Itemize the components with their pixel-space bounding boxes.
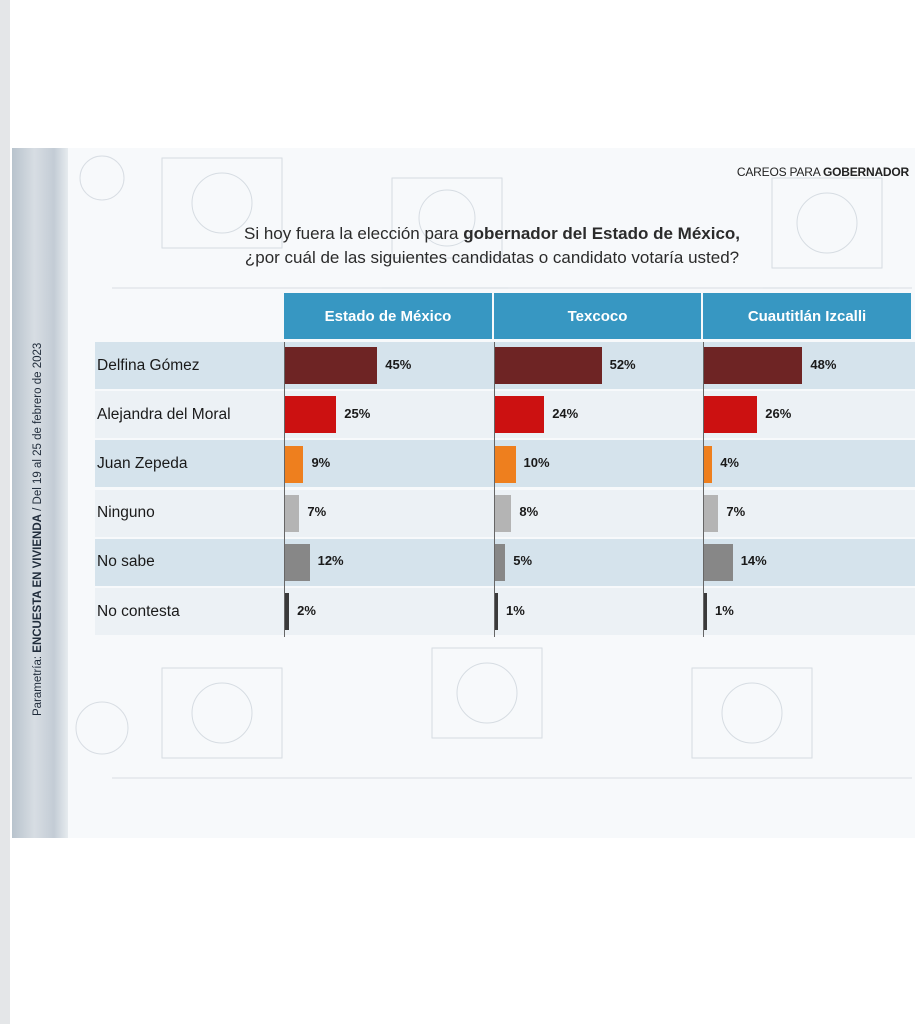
bar-value-label: 10% xyxy=(523,455,550,470)
panel-header: Estado de México xyxy=(284,293,492,339)
category-label: No contesta xyxy=(97,602,180,620)
bar-value-label: 9% xyxy=(311,455,331,470)
bar xyxy=(285,445,304,483)
bar-value-label: 7% xyxy=(726,504,746,520)
bar-value-label: 25% xyxy=(344,405,371,421)
bar xyxy=(704,445,713,483)
section-tag: CAREOS PARA GOBERNADOR xyxy=(737,165,909,179)
bar-value-label: 45% xyxy=(385,356,412,372)
bar xyxy=(704,494,719,532)
panel-axis-line xyxy=(284,342,285,638)
bar xyxy=(285,494,300,532)
bar xyxy=(495,593,498,631)
panel-axis-line xyxy=(703,342,704,638)
bar xyxy=(704,347,803,385)
bar xyxy=(285,347,378,385)
bar xyxy=(495,347,602,385)
panel-header: Cuautitlán Izcalli xyxy=(703,293,911,339)
window-edge xyxy=(0,0,10,1024)
survey-question: Si hoy fuera la elección para gobernador… xyxy=(112,222,872,270)
bar-value-label: 48% xyxy=(810,356,837,372)
question-line-2: ¿por cuál de las siguientes candidatas o… xyxy=(244,248,740,267)
bar xyxy=(704,543,733,581)
bar xyxy=(285,593,290,631)
category-label: Alejandra del Moral xyxy=(97,405,231,423)
category-label: No sabe xyxy=(97,553,155,571)
bar-value-label: 12% xyxy=(317,553,344,569)
bar xyxy=(495,494,512,532)
bar-value-label: 4% xyxy=(720,455,739,470)
watermark-background xyxy=(75,155,912,779)
survey-source-note: Parametría: ENCUESTA EN VIVIENDA / Del 1… xyxy=(32,156,44,716)
source-prefix: Parametría: xyxy=(32,652,44,716)
question-line-1-text: Si hoy fuera la elección para xyxy=(243,224,464,243)
bar-value-label: 26% xyxy=(765,405,792,421)
bar-value-label: 1% xyxy=(715,602,734,618)
panel-header: Texcoco xyxy=(494,293,701,339)
bar xyxy=(495,543,506,581)
bar xyxy=(704,396,758,434)
category-label: Ninguno xyxy=(97,504,155,522)
bar xyxy=(495,396,545,434)
bar xyxy=(285,396,337,434)
bar-value-label: 2% xyxy=(297,602,316,618)
bar-value-label: 52% xyxy=(609,356,636,372)
survey-slide: Parametría: ENCUESTA EN VIVIENDA / Del 1… xyxy=(12,148,915,838)
source-dates: / Del 19 al 25 de febrero de 2023 xyxy=(32,342,44,515)
section-tag-bold: GOBERNADOR xyxy=(822,165,909,179)
bar xyxy=(495,445,516,483)
section-tag-prefix: CAREOS PARA xyxy=(736,165,823,179)
bar-value-label: 14% xyxy=(740,553,767,569)
panel-axis-line xyxy=(494,342,495,638)
question-line-1-bold: gobernador del Estado de México, xyxy=(463,224,741,243)
category-label: Juan Zepeda xyxy=(97,454,188,472)
bar-value-label: 8% xyxy=(519,504,539,520)
tree-photo-strip xyxy=(12,148,68,838)
bar-value-label: 1% xyxy=(506,602,525,618)
bar-value-label: 24% xyxy=(552,405,579,421)
bar-value-label: 5% xyxy=(513,553,533,569)
bar xyxy=(285,543,310,581)
row-background xyxy=(95,588,915,635)
question-line-1: Si hoy fuera la elección para gobernador… xyxy=(112,222,872,246)
category-label: Delfina Gómez xyxy=(97,356,200,374)
bar-value-label: 7% xyxy=(307,504,327,520)
bar xyxy=(704,593,707,631)
source-survey-type: ENCUESTA EN VIVIENDA xyxy=(32,514,44,653)
